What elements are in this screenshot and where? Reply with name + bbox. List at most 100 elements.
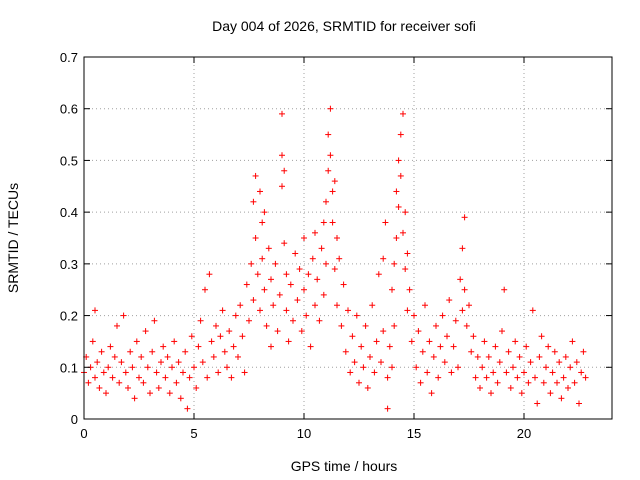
data-points [81, 105, 589, 412]
grid-layer [84, 57, 612, 419]
data-point [389, 286, 395, 293]
data-point [191, 364, 197, 371]
data-point [483, 374, 490, 381]
data-point [314, 276, 321, 283]
data-point [268, 276, 274, 283]
data-point [386, 343, 393, 350]
data-point [562, 353, 569, 360]
data-point [312, 302, 318, 309]
data-point [100, 369, 107, 376]
data-point [406, 286, 413, 293]
data-point [444, 333, 450, 340]
data-point [221, 348, 228, 355]
data-point [353, 312, 360, 319]
data-point [92, 374, 98, 381]
data-point [248, 260, 255, 267]
data-point [496, 359, 503, 366]
data-point [525, 379, 532, 386]
y-tick-label: 0 [71, 412, 78, 427]
data-point [213, 322, 219, 329]
y-tick-label: 0.5 [60, 153, 78, 168]
data-point [437, 343, 444, 350]
data-point [380, 328, 387, 335]
data-point [180, 369, 186, 376]
data-point [532, 374, 538, 381]
data-point [320, 219, 327, 226]
data-point [395, 203, 402, 210]
data-point [492, 343, 499, 350]
data-point [578, 369, 585, 376]
data-point [259, 255, 266, 262]
data-point [468, 348, 475, 355]
data-point [250, 198, 257, 205]
data-point [261, 209, 268, 216]
data-point [422, 302, 428, 309]
data-point [433, 322, 439, 329]
data-point [485, 353, 492, 360]
data-point [283, 307, 290, 314]
data-point [329, 188, 336, 195]
data-point [424, 369, 431, 376]
data-point [147, 390, 153, 397]
data-point [109, 374, 116, 381]
data-point [540, 379, 547, 386]
data-point [175, 359, 182, 366]
data-point [279, 183, 285, 190]
data-point [301, 235, 307, 241]
data-point [279, 152, 285, 159]
data-point [98, 348, 105, 355]
data-point [283, 271, 290, 278]
data-point [345, 307, 351, 314]
y-axis-label: SRMTID / TECUs [5, 183, 21, 293]
data-point [505, 348, 512, 355]
data-point [309, 255, 316, 262]
data-point [281, 167, 288, 174]
data-point [400, 229, 406, 236]
data-point [272, 260, 279, 267]
data-point [417, 379, 424, 386]
x-tick-label: 10 [297, 426, 311, 441]
data-point [219, 307, 226, 314]
data-point [389, 364, 395, 371]
data-point [536, 353, 543, 360]
data-point [265, 245, 272, 252]
data-point [395, 157, 402, 164]
data-point [195, 343, 202, 350]
data-point [164, 353, 171, 360]
data-point [459, 307, 466, 314]
data-point [514, 374, 521, 381]
x-tick-label: 20 [517, 426, 531, 441]
data-point [461, 214, 468, 221]
data-point [404, 250, 411, 257]
data-point [466, 302, 472, 309]
data-point [325, 167, 332, 174]
data-point [232, 312, 239, 319]
data-point [237, 302, 244, 309]
x-tick-label: 5 [190, 426, 197, 441]
data-point [336, 255, 343, 262]
data-point [188, 333, 195, 340]
data-point [551, 348, 558, 355]
data-point [323, 260, 329, 267]
data-point [411, 312, 417, 319]
data-point [347, 369, 354, 376]
y-tick-label: 0.4 [60, 205, 78, 220]
data-point [367, 353, 373, 360]
data-point [516, 353, 523, 360]
data-point [490, 369, 497, 376]
data-point [558, 395, 565, 402]
data-point [279, 110, 285, 117]
data-point [441, 359, 448, 366]
data-point [298, 328, 305, 335]
data-point [257, 307, 263, 314]
data-point [230, 343, 237, 350]
data-point [430, 353, 437, 360]
data-point [131, 395, 138, 402]
data-point [481, 338, 488, 345]
data-point [457, 276, 464, 283]
data-point [452, 317, 459, 324]
y-tick-label: 0.1 [60, 360, 78, 375]
data-point [382, 219, 389, 226]
